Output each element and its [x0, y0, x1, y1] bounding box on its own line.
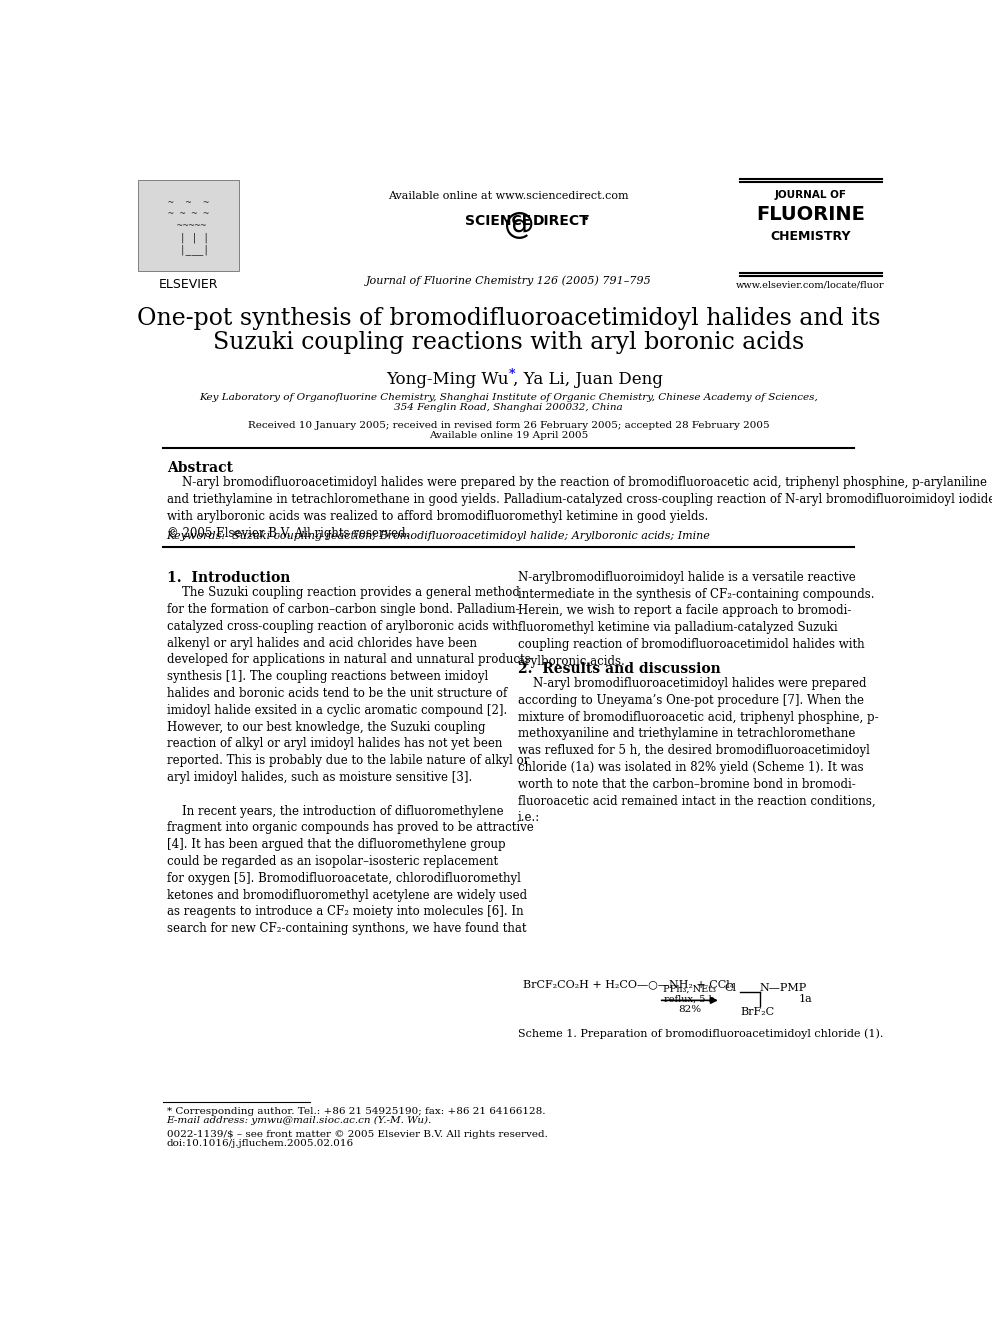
Text: www.elsevier.com/locate/fluor: www.elsevier.com/locate/fluor [736, 280, 885, 290]
Text: •: • [582, 214, 588, 224]
Text: Journal of Fluorine Chemistry 126 (2005) 791–795: Journal of Fluorine Chemistry 126 (2005)… [365, 275, 652, 286]
Text: Available online at www.sciencedirect.com: Available online at www.sciencedirect.co… [388, 191, 629, 201]
Text: N-aryl bromodifluoroacetimidoyl halides were prepared
according to Uneyama’s One: N-aryl bromodifluoroacetimidoyl halides … [518, 677, 878, 824]
Text: N—PMP: N—PMP [760, 983, 806, 992]
Text: Cl: Cl [724, 983, 737, 992]
Text: 1a: 1a [799, 994, 812, 1004]
Text: Received 10 January 2005; received in revised form 26 February 2005; accepted 28: Received 10 January 2005; received in re… [248, 421, 769, 430]
Text: SCIENCE: SCIENCE [465, 214, 532, 228]
Text: Suzuki coupling reactions with aryl boronic acids: Suzuki coupling reactions with aryl boro… [212, 331, 805, 355]
Text: Abstract: Abstract [167, 460, 233, 475]
Text: Yong-Ming Wu: Yong-Ming Wu [386, 370, 509, 388]
Text: @: @ [504, 212, 535, 239]
Text: N-aryl bromodifluoroacetimidoyl halides were prepared by the reaction of bromodi: N-aryl bromodifluoroacetimidoyl halides … [167, 476, 992, 540]
Text: One-pot synthesis of bromodifluoroacetimidoyl halides and its: One-pot synthesis of bromodifluoroacetim… [137, 307, 880, 329]
FancyBboxPatch shape [138, 180, 239, 271]
Text: 82%: 82% [679, 1005, 701, 1013]
Text: ELSEVIER: ELSEVIER [159, 278, 218, 291]
Text: 354 Fenglin Road, Shanghai 200032, China: 354 Fenglin Road, Shanghai 200032, China [394, 402, 623, 411]
Text: PPh₃, NEt₃: PPh₃, NEt₃ [664, 984, 716, 994]
Text: , Ya Li, Juan Deng: , Ya Li, Juan Deng [513, 370, 663, 388]
Text: ~  ~  ~
~ ~ ~ ~
 ~~~~~
  | | |
  |___|: ~ ~ ~ ~ ~ ~ ~ ~~~~~ | | | |___| [168, 197, 209, 255]
Text: The Suzuki coupling reaction provides a general method
for the formation of carb: The Suzuki coupling reaction provides a … [167, 586, 534, 935]
Text: E-mail address: ymwu@mail.sioc.ac.cn (Y.-M. Wu).: E-mail address: ymwu@mail.sioc.ac.cn (Y.… [167, 1115, 432, 1125]
FancyBboxPatch shape [740, 181, 882, 273]
Text: DIRECT: DIRECT [533, 214, 589, 228]
Text: Key Laboratory of Organofluorine Chemistry, Shanghai Institute of Organic Chemis: Key Laboratory of Organofluorine Chemist… [199, 393, 817, 402]
Text: FLUORINE: FLUORINE [756, 205, 865, 224]
Text: BrF₂C: BrF₂C [740, 1007, 774, 1016]
Text: Keywords:  Suzuki coupling reaction; Bromodifluoroacetimidoyl halide; Arylboroni: Keywords: Suzuki coupling reaction; Brom… [167, 532, 710, 541]
Text: 2.  Results and discussion: 2. Results and discussion [518, 662, 720, 676]
Text: Scheme 1. Preparation of bromodifluoroacetimidoyl chloride (1).: Scheme 1. Preparation of bromodifluoroac… [518, 1029, 883, 1040]
Text: 0022-1139/$ – see front matter © 2005 Elsevier B.V. All rights reserved.: 0022-1139/$ – see front matter © 2005 El… [167, 1130, 548, 1139]
Text: JOURNAL OF: JOURNAL OF [775, 189, 846, 200]
Text: * Corresponding author. Tel.: +86 21 54925190; fax: +86 21 64166128.: * Corresponding author. Tel.: +86 21 549… [167, 1106, 546, 1115]
Text: CHEMISTRY: CHEMISTRY [771, 230, 851, 242]
Text: BrCF₂CO₂H + H₂CO—○—NH₂ + CCl₄: BrCF₂CO₂H + H₂CO—○—NH₂ + CCl₄ [523, 979, 734, 988]
Text: N-arylbromodifluoroimidoyl halide is a versatile reactive
intermediate in the sy: N-arylbromodifluoroimidoyl halide is a v… [518, 570, 874, 668]
Text: doi:10.1016/j.jfluchem.2005.02.016: doi:10.1016/j.jfluchem.2005.02.016 [167, 1139, 354, 1148]
Text: reflux, 5 h: reflux, 5 h [665, 994, 715, 1003]
Text: *: * [509, 368, 515, 381]
Text: 1.  Introduction: 1. Introduction [167, 570, 290, 585]
Text: Available online 19 April 2005: Available online 19 April 2005 [429, 430, 588, 439]
